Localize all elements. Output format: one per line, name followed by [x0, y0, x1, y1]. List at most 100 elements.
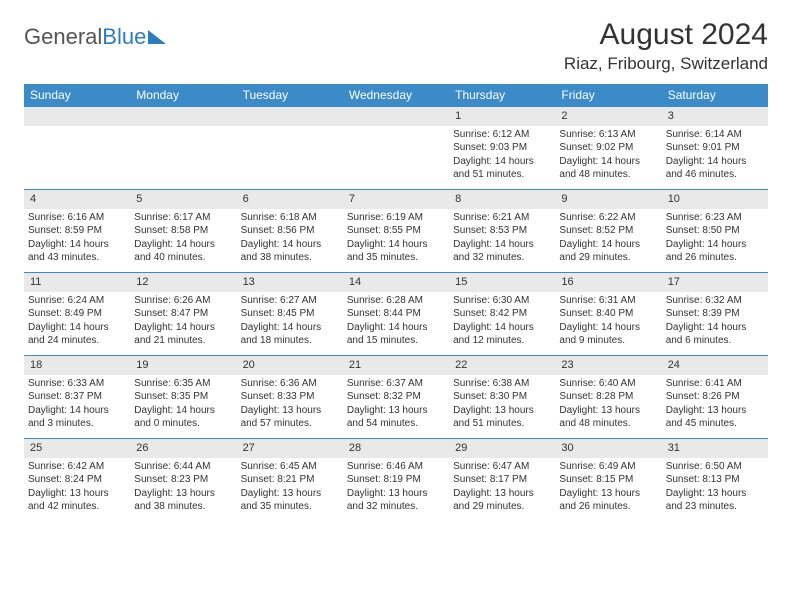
daylight2-text: and 24 minutes. [28, 334, 126, 348]
sunset-text: Sunset: 9:02 PM [559, 141, 657, 155]
week-row: 11Sunrise: 6:24 AMSunset: 8:49 PMDayligh… [24, 272, 768, 355]
daylight2-text: and 29 minutes. [559, 251, 657, 265]
sunset-text: Sunset: 8:28 PM [559, 390, 657, 404]
sunset-text: Sunset: 9:01 PM [666, 141, 764, 155]
sunset-text: Sunset: 9:03 PM [453, 141, 551, 155]
day-cell: 2Sunrise: 6:13 AMSunset: 9:02 PMDaylight… [555, 107, 661, 189]
day-number: 25 [24, 439, 130, 458]
sunrise-text: Sunrise: 6:31 AM [559, 294, 657, 308]
day-number: 26 [130, 439, 236, 458]
sunrise-text: Sunrise: 6:42 AM [28, 460, 126, 474]
day-number: 4 [24, 190, 130, 209]
weekday-label: Friday [555, 84, 661, 106]
sunset-text: Sunset: 8:39 PM [666, 307, 764, 321]
day-number: 2 [555, 107, 661, 126]
day-cell: 17Sunrise: 6:32 AMSunset: 8:39 PMDayligh… [662, 273, 768, 355]
empty-day-cell [24, 107, 130, 189]
daylight2-text: and 51 minutes. [453, 168, 551, 182]
sunrise-text: Sunrise: 6:12 AM [453, 128, 551, 142]
day-number: 8 [449, 190, 555, 209]
weekday-label: Monday [130, 84, 236, 106]
day-number: 3 [662, 107, 768, 126]
daylight1-text: Daylight: 14 hours [453, 155, 551, 169]
weekday-label: Wednesday [343, 84, 449, 106]
week-row: 1Sunrise: 6:12 AMSunset: 9:03 PMDaylight… [24, 106, 768, 189]
sunset-text: Sunset: 8:23 PM [134, 473, 232, 487]
weekday-label: Tuesday [237, 84, 343, 106]
daylight2-text: and 0 minutes. [134, 417, 232, 431]
sunrise-text: Sunrise: 6:40 AM [559, 377, 657, 391]
day-number: 20 [237, 356, 343, 375]
sunset-text: Sunset: 8:55 PM [347, 224, 445, 238]
daylight1-text: Daylight: 14 hours [241, 321, 339, 335]
sunset-text: Sunset: 8:58 PM [134, 224, 232, 238]
daylight2-text: and 32 minutes. [453, 251, 551, 265]
daylight1-text: Daylight: 13 hours [347, 487, 445, 501]
daylight2-text: and 38 minutes. [241, 251, 339, 265]
daylight1-text: Daylight: 14 hours [28, 404, 126, 418]
sunset-text: Sunset: 8:17 PM [453, 473, 551, 487]
sunset-text: Sunset: 8:47 PM [134, 307, 232, 321]
sunrise-text: Sunrise: 6:33 AM [28, 377, 126, 391]
day-number: 1 [449, 107, 555, 126]
sunrise-text: Sunrise: 6:32 AM [666, 294, 764, 308]
sunrise-text: Sunrise: 6:14 AM [666, 128, 764, 142]
daylight2-text: and 48 minutes. [559, 168, 657, 182]
sunrise-text: Sunrise: 6:30 AM [453, 294, 551, 308]
day-number: 10 [662, 190, 768, 209]
empty-day-number [24, 107, 130, 126]
daylight1-text: Daylight: 14 hours [666, 155, 764, 169]
logo-text-blue: Blue [102, 24, 146, 50]
daylight2-text: and 42 minutes. [28, 500, 126, 514]
sunrise-text: Sunrise: 6:21 AM [453, 211, 551, 225]
daylight2-text: and 6 minutes. [666, 334, 764, 348]
day-number: 29 [449, 439, 555, 458]
sunrise-text: Sunrise: 6:22 AM [559, 211, 657, 225]
title-block: August 2024 Riaz, Fribourg, Switzerland [564, 18, 768, 74]
daylight1-text: Daylight: 13 hours [559, 404, 657, 418]
sunrise-text: Sunrise: 6:49 AM [559, 460, 657, 474]
day-cell: 7Sunrise: 6:19 AMSunset: 8:55 PMDaylight… [343, 190, 449, 272]
day-cell: 23 Sunrise: 6:40 AMSunset: 8:28 PMDayligh… [555, 356, 661, 438]
daylight1-text: Daylight: 13 hours [453, 487, 551, 501]
day-number: 30 [555, 439, 661, 458]
daylight1-text: Daylight: 13 hours [666, 487, 764, 501]
day-number: 5 [130, 190, 236, 209]
day-number: 11 [24, 273, 130, 292]
daylight2-text: and 51 minutes. [453, 417, 551, 431]
sunset-text: Sunset: 8:15 PM [559, 473, 657, 487]
daylight1-text: Daylight: 14 hours [666, 321, 764, 335]
daylight1-text: Daylight: 13 hours [134, 487, 232, 501]
daylight1-text: Daylight: 14 hours [134, 238, 232, 252]
sunset-text: Sunset: 8:24 PM [28, 473, 126, 487]
daylight2-text: and 3 minutes. [28, 417, 126, 431]
day-cell: 28Sunrise: 6:46 AMSunset: 8:19 PMDayligh… [343, 439, 449, 521]
weekday-label: Thursday [449, 84, 555, 106]
month-title: August 2024 [564, 18, 768, 52]
daylight2-text: and 29 minutes. [453, 500, 551, 514]
empty-day-number [130, 107, 236, 126]
daylight1-text: Daylight: 13 hours [559, 487, 657, 501]
sunset-text: Sunset: 8:37 PM [28, 390, 126, 404]
daylight2-text: and 18 minutes. [241, 334, 339, 348]
sunset-text: Sunset: 8:19 PM [347, 473, 445, 487]
daylight1-text: Daylight: 13 hours [28, 487, 126, 501]
day-cell: 20Sunrise: 6:36 AMSunset: 8:33 PMDayligh… [237, 356, 343, 438]
day-number: 13 [237, 273, 343, 292]
sunrise-text: Sunrise: 6:41 AM [666, 377, 764, 391]
day-cell: 9Sunrise: 6:22 AMSunset: 8:52 PMDaylight… [555, 190, 661, 272]
daylight1-text: Daylight: 14 hours [134, 404, 232, 418]
daylight2-text: and 15 minutes. [347, 334, 445, 348]
sunset-text: Sunset: 8:26 PM [666, 390, 764, 404]
daylight2-text: and 9 minutes. [559, 334, 657, 348]
daylight1-text: Daylight: 14 hours [347, 321, 445, 335]
sunset-text: Sunset: 8:50 PM [666, 224, 764, 238]
sunrise-text: Sunrise: 6:36 AM [241, 377, 339, 391]
daylight1-text: Daylight: 13 hours [241, 487, 339, 501]
day-cell: 11Sunrise: 6:24 AMSunset: 8:49 PMDayligh… [24, 273, 130, 355]
day-cell: 29Sunrise: 6:47 AMSunset: 8:17 PMDayligh… [449, 439, 555, 521]
day-cell: 3 Sunrise: 6:14 AMSunset: 9:01 PMDaylight… [662, 107, 768, 189]
day-number: 23 [555, 356, 661, 375]
daylight2-text: and 45 minutes. [666, 417, 764, 431]
daylight1-text: Daylight: 13 hours [453, 404, 551, 418]
